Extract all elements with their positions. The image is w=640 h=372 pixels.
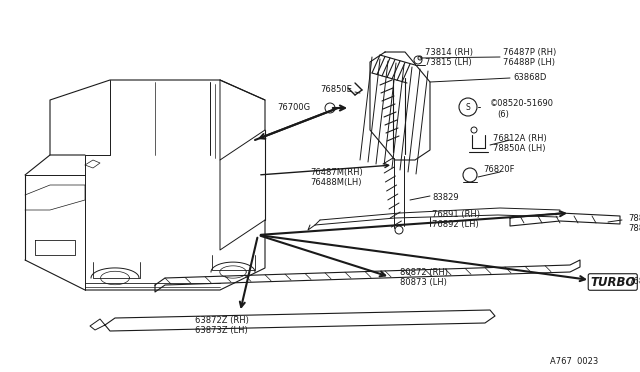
Text: A767  0023: A767 0023 [550,357,598,366]
Text: 80872 (RH): 80872 (RH) [400,267,448,276]
Text: 76850E: 76850E [320,86,352,94]
Text: 788350(LH): 788350(LH) [628,224,640,232]
Text: 63872Z (RH): 63872Z (RH) [195,315,249,324]
Text: S: S [466,103,470,112]
Text: 76812A (RH): 76812A (RH) [493,134,547,142]
Text: 63873Z (LH): 63873Z (LH) [195,326,248,334]
Text: (6): (6) [497,110,509,119]
Text: 76487P (RH): 76487P (RH) [503,48,556,58]
Text: ©08520-51690: ©08520-51690 [490,99,554,108]
Text: 768910: 768910 [628,278,640,286]
Text: 83829: 83829 [432,193,459,202]
Text: 63868D: 63868D [513,74,547,83]
Text: 78850A (LH): 78850A (LH) [493,144,545,154]
Text: 76487M(RH): 76487M(RH) [310,167,363,176]
Text: 76820F: 76820F [483,166,515,174]
Text: 73815 (LH): 73815 (LH) [425,58,472,67]
Text: 76892 (LH): 76892 (LH) [432,219,479,228]
Text: 73814 (RH): 73814 (RH) [425,48,473,58]
Text: 788340(RH): 788340(RH) [628,214,640,222]
Text: TURBO: TURBO [590,276,636,289]
Text: 76488M(LH): 76488M(LH) [310,177,362,186]
Text: 80873 (LH): 80873 (LH) [400,278,447,286]
Text: 76891 (RH): 76891 (RH) [432,209,480,218]
Text: 76700G: 76700G [277,103,310,112]
Text: 76488P (LH): 76488P (LH) [503,58,555,67]
